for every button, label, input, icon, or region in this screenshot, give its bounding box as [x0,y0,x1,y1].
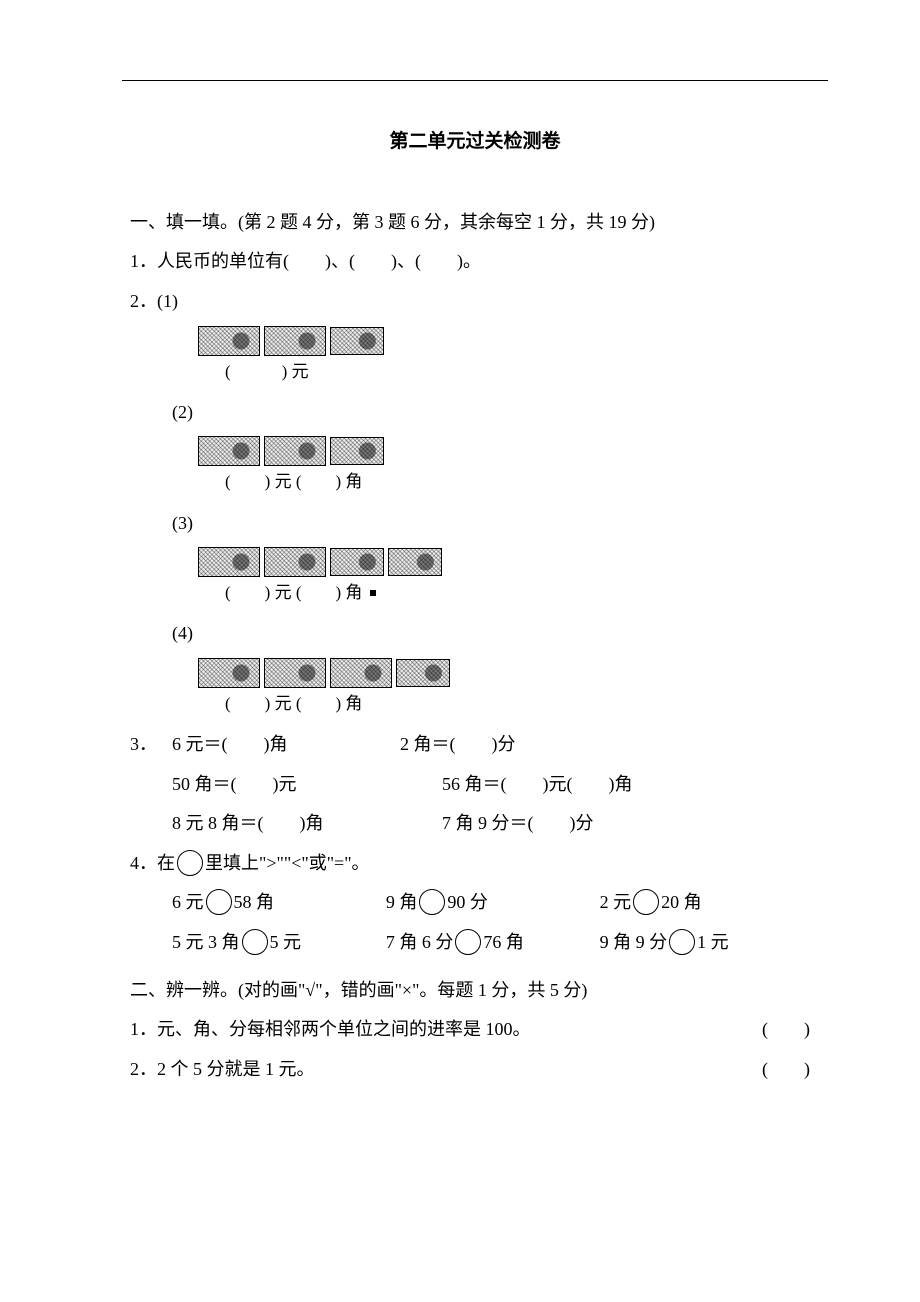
banknote-icon [264,436,326,466]
q4-c4: 5 元 3 角5 元 [172,923,386,963]
banknote-icon [330,327,384,355]
q2-p4-images [198,658,820,688]
banknote-icon [198,326,260,356]
q4-c5: 7 角 6 分76 角 [386,923,600,963]
question-1: 1．人民币的单位有( )、( )、( )。 [130,242,820,282]
question-3: 3． 6 元＝( )角 2 角＝( )分 50 角＝( )元 56 角＝( )元… [130,725,820,844]
q2-p3-label: (3) [172,504,820,544]
q3-r3r: 7 角 9 分＝( )分 [442,804,820,844]
banknote-icon [264,326,326,356]
circle-blank-icon [669,929,695,955]
s2-q2: 2．2 个 5 分就是 1 元。 ( ) [130,1050,820,1090]
square-marker-icon [370,590,376,596]
q4-c1: 6 元58 角 [172,883,386,923]
banknote-icon [198,436,260,466]
circle-blank-icon [177,850,203,876]
banknote-icon [330,548,384,576]
circle-blank-icon [455,929,481,955]
banknote-icon [330,658,392,688]
s2-q1-text: 1．元、角、分每相邻两个单位之间的进率是 100。 [130,1010,531,1050]
q3-r1r: 2 角＝( )分 [400,725,820,765]
q2-p1-label: (1) [157,291,178,311]
q3-r1l: 6 元＝( )角 [172,725,400,765]
q2-p1-images [198,326,820,356]
s2-q2-text: 2．2 个 5 分就是 1 元。 [130,1050,315,1090]
circle-blank-icon [206,889,232,915]
banknote-icon [264,547,326,577]
q2-p3-images [198,547,820,577]
circle-blank-icon [242,929,268,955]
section-2-heading: 二、辨一辨。(对的画"√"，错的画"×"。每题 1 分，共 5 分) [130,971,820,1011]
banknote-icon [330,437,384,465]
banknote-icon [198,658,260,688]
q2-p4-label: (4) [172,614,820,654]
q2-p3-caption: ( ) 元 ( ) 角 [225,579,820,606]
q3-label: 3． [130,725,172,765]
q2-p2-caption: ( ) 元 ( ) 角 [225,468,820,495]
s2-q2-paren: ( ) [762,1050,820,1090]
q3-r2r: 56 角＝( )元( )角 [442,765,820,805]
section-1-heading: 一、填一填。(第 2 题 4 分，第 3 题 6 分，其余每空 1 分，共 19… [130,203,820,243]
q2-p4-caption: ( ) 元 ( ) 角 [225,690,820,717]
document-title: 第二单元过关检测卷 [130,121,820,163]
banknote-icon [388,548,442,576]
banknote-icon [264,658,326,688]
question-4: 4．在 里填上">""<"或"="。 [130,844,820,884]
q4-grid: 6 元58 角 9 角90 分 2 元20 角 5 元 3 角5 元 7 角 6… [172,883,820,962]
q4-label-a: 4．在 [130,853,175,873]
q2-p2-images [198,436,820,466]
s2-q1-paren: ( ) [762,1010,820,1050]
q4-c6: 9 角 9 分1 元 [600,923,814,963]
s2-q1: 1．元、角、分每相邻两个单位之间的进率是 100。 ( ) [130,1010,820,1050]
q2-label: 2． [130,291,157,311]
circle-blank-icon [419,889,445,915]
q4-c3: 2 元20 角 [600,883,814,923]
circle-blank-icon [633,889,659,915]
q2-p2-label: (2) [172,393,820,433]
q3-r3l: 8 元 8 角＝( )角 [172,804,442,844]
question-2: 2．(1) [130,282,820,322]
top-rule [122,80,828,81]
banknote-icon [198,547,260,577]
q4-c2: 9 角90 分 [386,883,600,923]
banknote-icon [396,659,450,687]
q4-label-b: 里填上">""<"或"="。 [205,853,370,873]
q3-r2l: 50 角＝( )元 [172,765,442,805]
q2-p1-caption: ( ) 元 [225,358,820,385]
